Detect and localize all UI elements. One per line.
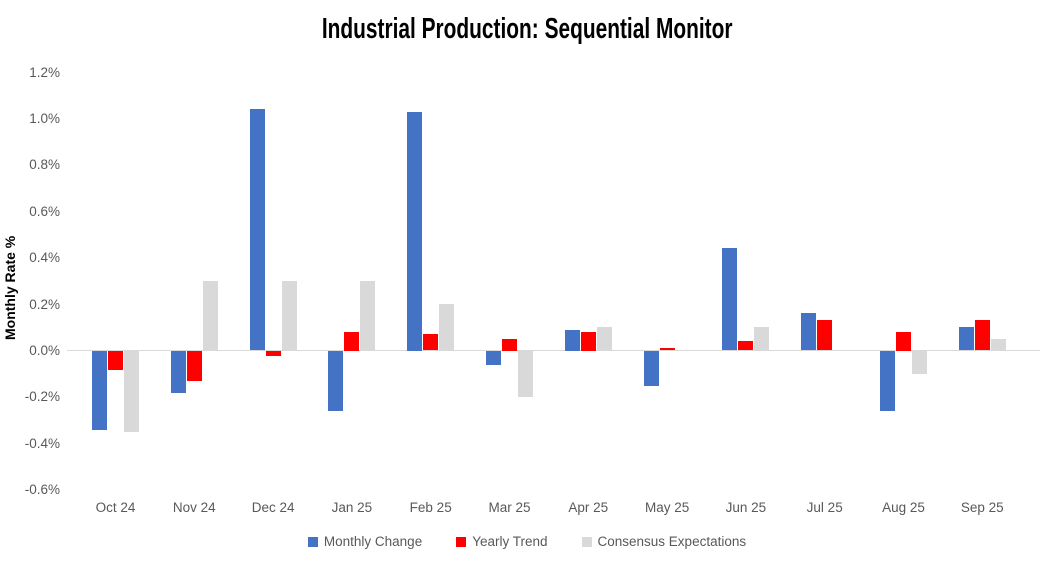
bar-yearly-trend-apr-25 <box>580 331 596 351</box>
y-tick-label: 0.8% <box>29 157 60 173</box>
x-tick-label-jun-25: Jun 25 <box>725 500 767 515</box>
bar-monthly-change-dec-24 <box>249 109 265 351</box>
legend-label-monthly-change: Monthly Change <box>323 534 423 549</box>
bar-consensus-expectations-feb-25 <box>439 304 455 351</box>
y-tick-label: 0.4% <box>29 250 60 266</box>
y-tick-label: 1.0% <box>29 111 60 126</box>
bar-monthly-change-nov-24 <box>170 350 186 393</box>
bar-consensus-expectations-jan-25 <box>360 280 376 351</box>
bar-monthly-change-may-25 <box>643 350 659 386</box>
y-tick-label: 0.0% <box>29 343 60 358</box>
chart-title: Industrial Production: Sequential Monito… <box>0 12 1054 46</box>
bar-consensus-expectations-apr-25 <box>596 327 612 351</box>
bar-yearly-trend-sep-25 <box>974 320 990 351</box>
bar-consensus-expectations-dec-24 <box>281 280 297 351</box>
bar-yearly-trend-jul-25 <box>817 320 833 351</box>
x-tick-label-feb-25: Feb 25 <box>409 500 452 515</box>
bar-monthly-change-feb-25 <box>407 111 423 351</box>
bar-yearly-trend-jan-25 <box>344 331 360 351</box>
bar-yearly-trend-aug-25 <box>896 331 911 351</box>
bar-yearly-trend-dec-24 <box>265 350 281 356</box>
legend-item-monthly-change: Monthly Change <box>307 534 423 549</box>
bar-consensus-expectations-mar-25 <box>518 350 533 397</box>
x-tick-label-nov-24: Nov 24 <box>172 500 216 515</box>
legend-item-yearly-trend: Yearly Trend <box>456 534 548 549</box>
bar-monthly-change-jan-25 <box>328 350 344 411</box>
bar-consensus-expectations-aug-25 <box>912 350 927 374</box>
bar-consensus-expectations-oct-24 <box>124 350 139 432</box>
y-tick-label: 0.6% <box>29 203 60 219</box>
bar-monthly-change-oct-24 <box>92 350 107 430</box>
bar-consensus-expectations-nov-24 <box>202 280 218 351</box>
x-tick-label-apr-25: Apr 25 <box>568 500 609 515</box>
zero-axis-line <box>67 350 1040 351</box>
y-axis-title: Monthly Rate % <box>2 235 18 340</box>
x-tick-label-sep-25: Sep 25 <box>960 500 1004 515</box>
x-tick-label-dec-24: Dec 24 <box>251 500 295 515</box>
x-tick-label-oct-24: Oct 24 <box>95 500 136 515</box>
bar-monthly-change-jun-25 <box>722 248 738 351</box>
y-tick-label: 1.2% <box>29 64 60 80</box>
legend-swatch-yearly-trend <box>456 536 467 547</box>
legend-swatch-consensus-expectations <box>581 536 592 547</box>
x-tick-label-jan-25: Jan 25 <box>331 500 373 515</box>
legend-swatch-monthly-change <box>307 536 318 547</box>
bar-yearly-trend-nov-24 <box>186 350 202 381</box>
bar-yearly-trend-jun-25 <box>738 341 754 351</box>
bar-yearly-trend-may-25 <box>659 348 675 351</box>
legend-label-yearly-trend: Yearly Trend <box>472 534 548 549</box>
bar-yearly-trend-feb-25 <box>423 334 439 351</box>
y-tick-label: -0.6% <box>24 482 60 498</box>
bar-monthly-change-apr-25 <box>564 329 580 351</box>
y-tick-label: 0.2% <box>29 296 60 312</box>
x-tick-label-mar-25: Mar 25 <box>488 500 531 515</box>
bar-monthly-change-jul-25 <box>801 313 817 351</box>
x-tick-label-may-25: May 25 <box>644 500 690 515</box>
x-tick-label-aug-25: Aug 25 <box>882 500 925 515</box>
y-tick-label: -0.2% <box>24 389 60 405</box>
bar-consensus-expectations-jun-25 <box>754 327 770 351</box>
legend: Monthly Change Yearly Trend Consensus Ex… <box>0 534 1054 549</box>
legend-label-consensus-expectations: Consensus Expectations <box>597 534 747 549</box>
legend-item-consensus-expectations: Consensus Expectations <box>581 534 747 549</box>
bar-monthly-change-aug-25 <box>880 350 895 411</box>
chart-title-text: Industrial Production: Sequential Monito… <box>321 13 733 45</box>
bar-yearly-trend-mar-25 <box>502 338 517 351</box>
bar-consensus-expectations-sep-25 <box>990 338 1006 351</box>
bar-monthly-change-sep-25 <box>958 327 974 351</box>
bar-monthly-change-mar-25 <box>486 350 501 365</box>
x-tick-label-jul-25: Jul 25 <box>806 500 843 515</box>
y-tick-label: -0.4% <box>24 435 60 451</box>
bar-yearly-trend-oct-24 <box>108 350 123 370</box>
